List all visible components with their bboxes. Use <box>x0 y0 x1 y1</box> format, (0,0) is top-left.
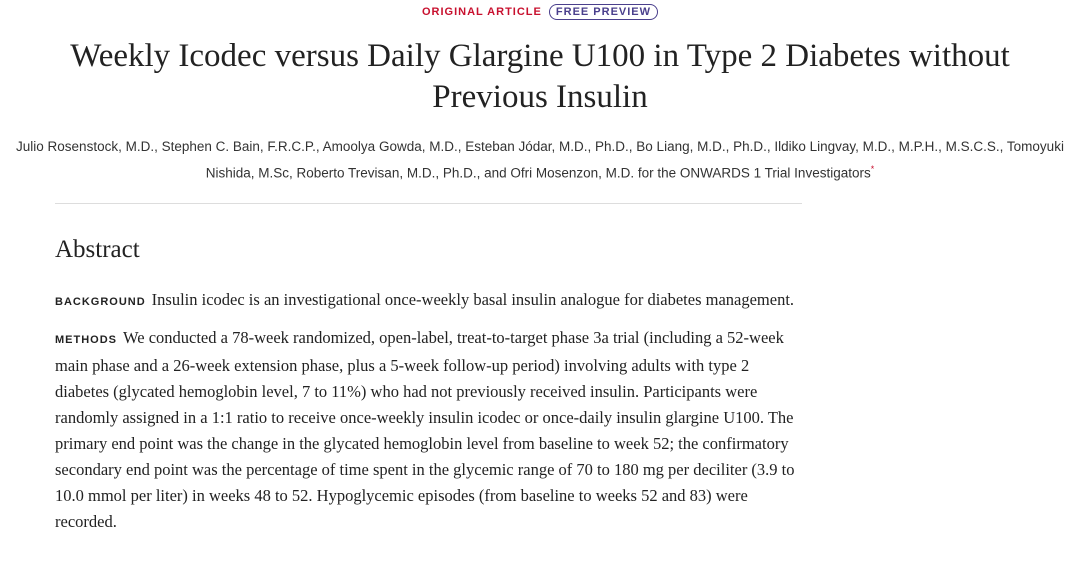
section-text: Insulin icodec is an investigational onc… <box>151 290 795 309</box>
section-text: We conducted a 78-week randomized, open-… <box>55 328 795 531</box>
abstract-section: BACKGROUND Insulin icodec is an investiga… <box>55 287 797 315</box>
abstract-section: METHODS We conducted a 78-week randomized… <box>55 325 797 535</box>
abstract-heading: Abstract <box>55 236 140 263</box>
authors: Julio Rosenstock, M.D., Stephen C. Bain,… <box>0 136 1080 185</box>
authors-note[interactable]: * <box>870 164 875 174</box>
abstract-body: BACKGROUND Insulin icodec is an investiga… <box>55 287 797 545</box>
section-label: METHODS <box>55 334 117 346</box>
author-list[interactable]: Julio Rosenstock, M.D., Stephen C. Bain,… <box>16 139 1064 181</box>
divider <box>55 203 802 204</box>
free-preview-badge[interactable]: FREE PREVIEW <box>548 4 659 20</box>
article-title: Weekly Icodec versus Daily Glargine U100… <box>70 38 1010 115</box>
article-type: ORIGINAL ARTICLE FREE PREVIEW <box>0 4 1080 20</box>
article-label: ORIGINAL ARTICLE <box>421 6 542 18</box>
section-label: BACKGROUND <box>55 296 146 308</box>
